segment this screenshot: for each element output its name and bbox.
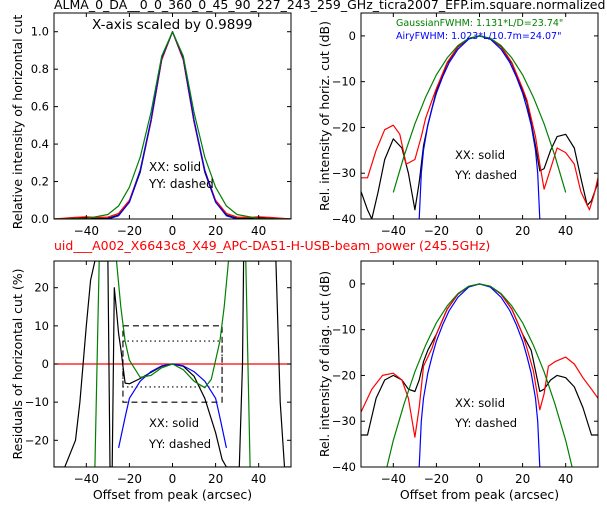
panel-top-left-ytick-label: 0.6 xyxy=(31,100,49,114)
panel-bottom-left-ytick-label: 10 xyxy=(34,319,49,333)
panel-top-right-series-line-1 xyxy=(361,35,598,211)
panel-top-right-plot-area xyxy=(361,35,598,219)
panel-top-left-ylabel: Relative intensity of horizontal cut xyxy=(10,15,25,230)
panel-top-right-ytick-label: −10 xyxy=(332,75,356,89)
panel-bottom-right-ytick-label: −10 xyxy=(332,323,356,337)
panel-top-left-xtick-label: −20 xyxy=(117,224,142,238)
panel-top-left-annotation-yy-dashed: YY: dashed xyxy=(148,177,214,191)
panel-bottom-right-xtick-label: −40 xyxy=(381,472,406,486)
panel-bottom-right-xtick-label: −20 xyxy=(424,472,449,486)
panel-top-left-xtick-label: 0 xyxy=(169,224,177,238)
panel-bottom-left-ytick-label: −10 xyxy=(25,395,49,409)
panel-top-left-xtick-label: 40 xyxy=(251,224,266,238)
panel-top-right-series-line-2 xyxy=(418,35,541,219)
panel-top-left-xtick-label: 20 xyxy=(208,224,223,238)
panel-top-right-series-line-3 xyxy=(392,35,567,193)
panel-bottom-left-ytick-label: −20 xyxy=(25,433,49,447)
panel-top-right-ytick-label: −30 xyxy=(332,166,356,180)
panel-bottom-right-series-line-1 xyxy=(361,283,598,438)
panel-bottom-right-ytick-label: 0 xyxy=(349,277,356,291)
panel-bottom-left-ytick-label: 20 xyxy=(34,281,49,295)
panel-top-right-ytick-label: 0 xyxy=(349,29,356,43)
panel-top-right-frame xyxy=(360,12,599,220)
panel-top-right-annotation-xx-solid: XX: solid xyxy=(455,148,505,162)
panel-bottom-right-xtick-label: 0 xyxy=(476,472,484,486)
panel-top-left-ytick-label: 0.4 xyxy=(31,137,49,151)
panel-bottom-right-annotation-yy-dashed: YY: dashed xyxy=(454,416,517,430)
panel-bottom-right-ytick-label: −20 xyxy=(332,368,356,382)
panel-bottom-right-ylabel: Rel. intensity of diag. cut (dB) xyxy=(317,271,332,457)
panel-bottom-left-series-line-3 xyxy=(94,261,251,467)
panel-top-left-ytick-label: 0.2 xyxy=(31,175,49,189)
panel-bottom-right-xlabel: Offset from peak (arcsec) xyxy=(400,487,559,502)
panel-bottom-left-series-line-2 xyxy=(118,363,227,449)
panel-top-right-xtick-label: −20 xyxy=(424,224,449,238)
panel-bottom-right-annotation-xx-solid: XX: solid xyxy=(455,396,505,410)
panel-top-left-ytick-label: 1.0 xyxy=(31,25,49,39)
panel-bottom-right-series-line-0 xyxy=(361,283,598,436)
panel-top-left-series-line-3 xyxy=(54,31,291,219)
panel-bottom-left-xlabel: Offset from peak (arcsec) xyxy=(93,487,252,502)
panel-bottom-left-xtick-label: 40 xyxy=(251,472,266,486)
panel-top-right-legend-entry: GaussianFWHM: 1.131*L/D=23.74" xyxy=(396,18,563,29)
panel-bottom-right-series-line-2 xyxy=(418,283,541,467)
panel-top-left-ytick-label: 0.0 xyxy=(31,212,49,226)
panel-top-right-ylabel: Rel. intensity of horiz. cut (dB) xyxy=(317,21,332,211)
panel-bottom-left-ylabel: Residuals of horizontal cut (%) xyxy=(10,269,25,460)
panel-bottom-left-xtick-label: 0 xyxy=(169,472,177,486)
panel-top-right-series-line-0 xyxy=(361,35,598,219)
panel-bottom-left-annotation-yy-dashed: YY: dashed xyxy=(148,437,211,451)
panel-top-right-legend-entry: AiryFWHM: 1.023*L/10.7m=24.07" xyxy=(396,31,561,42)
panel-top-left-annotation-x-axis-scaled-by-0-9899: X-axis scaled by 0.9899 xyxy=(92,17,253,33)
panel-bottom-left-xtick-label: 20 xyxy=(208,472,223,486)
panel-bottom-left-xtick-label: −40 xyxy=(74,472,99,486)
panel-bottom-right-frame xyxy=(360,260,599,468)
panel-bottom-left-ytick-label: 0 xyxy=(42,357,49,371)
panel-bottom-left-plot-area xyxy=(54,261,291,467)
panel-bottom-right-plot-area xyxy=(361,283,598,467)
panel-top-right-xtick-label: −40 xyxy=(381,224,406,238)
panel-top-right-ytick-label: −40 xyxy=(332,212,356,226)
panel-bottom-right-series-line-3 xyxy=(386,283,573,467)
panel-top-left-xtick-label: −40 xyxy=(74,224,99,238)
panel-bottom-right-ytick-label: −40 xyxy=(332,460,356,474)
panel-top-left-plot-area xyxy=(54,31,291,219)
panel-top-left-ytick-label: 0.8 xyxy=(31,62,49,76)
figure-subtitle: uid___A002_X6643c8_X49_APC-DA51-H-USB-be… xyxy=(54,238,491,253)
panel-top-left-annotation-xx-solid: XX: solid xyxy=(149,160,201,174)
panel-bottom-right-ytick-label: −30 xyxy=(332,414,356,428)
panel-top-right-xtick-label: 0 xyxy=(476,224,484,238)
panel-bottom-left-xtick-label: −20 xyxy=(117,472,142,486)
panel-top-right-ytick-label: −20 xyxy=(332,120,356,134)
figure-title: ALMA_0_DA__0_0_360_0_45_90_227_243_259_G… xyxy=(54,0,606,12)
panel-bottom-right-xtick-label: 20 xyxy=(515,472,530,486)
panel-top-right-xtick-label: 40 xyxy=(558,224,573,238)
panel-bottom-right-xtick-label: 40 xyxy=(558,472,573,486)
panel-bottom-left-annotation-xx-solid: XX: solid xyxy=(149,416,199,430)
panel-top-right-annotation-yy-dashed: YY: dashed xyxy=(454,168,517,182)
panel-top-right-xtick-label: 20 xyxy=(515,224,530,238)
